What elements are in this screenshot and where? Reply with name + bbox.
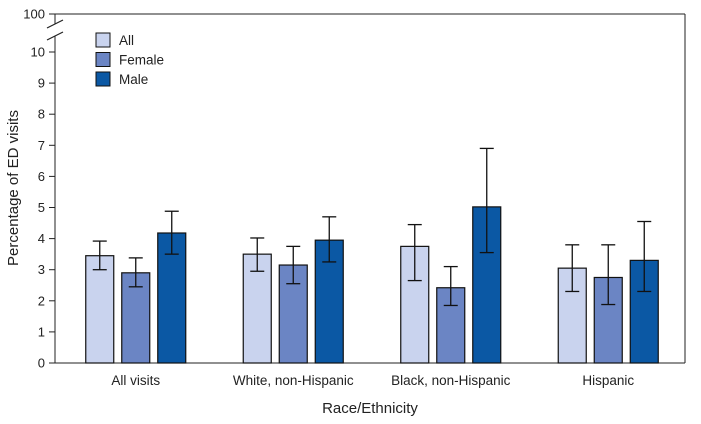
x-category-label: Hispanic [582,373,634,388]
y-tick-label: 0 [38,356,45,371]
error-bars [92,147,652,307]
y-tick-label: 100 [23,7,45,22]
legend-label: Female [119,53,164,68]
y-tick-label: 4 [38,231,45,246]
y-tick-label: 9 [38,76,45,91]
legend: All Female Male [95,32,164,87]
y-tick-label: 5 [38,200,45,215]
y-axis-title: Percentage of ED visits [5,110,22,266]
y-tick-label: 1 [38,324,45,339]
bar-female-1 [121,272,151,364]
bar-all-2 [242,253,272,364]
x-axis-categories: All visits White, non-Hispanic Black, non-… [111,373,634,388]
x-axis-title: Race/Ethnicity [322,400,418,417]
y-tick-label: 7 [38,138,45,153]
axis-break-mark [46,31,64,41]
axis-break-mark [46,19,64,29]
y-tick-label: 6 [38,169,45,184]
y-axis-ticks: 0 1 2 3 4 5 6 7 8 9 10 100 [23,7,55,371]
x-category-label: White, non-Hispanic [233,373,354,388]
y-tick-label: 8 [38,107,45,122]
y-tick-label: 10 [31,45,45,60]
legend-label: All [119,33,134,48]
legend-label: Male [119,72,148,87]
legend-swatch [95,71,111,87]
y-tick-label: 3 [38,262,45,277]
legend-swatch [95,52,111,67]
legend-swatch [95,32,111,48]
y-tick-label: 2 [38,293,45,308]
x-category-label: Black, non-Hispanic [391,373,511,388]
x-category-label: All visits [111,373,160,388]
bar-all-1 [85,255,115,364]
